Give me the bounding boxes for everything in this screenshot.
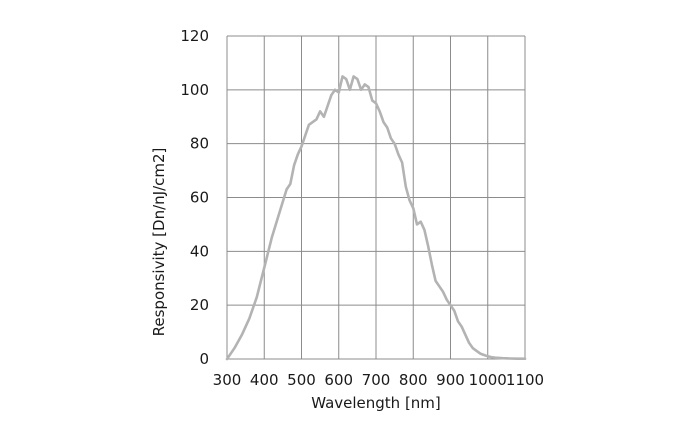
x-tick-label: 600	[324, 371, 353, 389]
y-tick-label: 120	[180, 27, 209, 45]
x-tick-label: 400	[250, 371, 279, 389]
y-axis-label: Responsivity [Dn/nJ/cm2]	[150, 148, 168, 337]
x-tick-label: 1000	[469, 371, 507, 389]
y-tick-label: 60	[190, 189, 209, 207]
y-tick-label: 20	[190, 296, 209, 314]
x-tick-label: 300	[213, 371, 242, 389]
y-tick-label: 80	[190, 135, 209, 153]
x-tick-labels: 300 400 500 600 700 800 900 1000 1100	[213, 371, 544, 389]
grid	[226, 35, 526, 360]
y-tick-labels: 0 20 40 60 80 100 120	[180, 27, 209, 368]
x-tick-label: 1100	[506, 371, 544, 389]
x-axis-label: Wavelength [nm]	[311, 394, 441, 412]
y-tick-label: 100	[180, 81, 209, 99]
x-tick-label: 500	[287, 371, 316, 389]
x-tick-label: 800	[399, 371, 428, 389]
x-tick-label: 900	[436, 371, 465, 389]
responsivity-curve	[225, 75, 527, 361]
x-tick-label: 700	[362, 371, 391, 389]
y-tick-label: 0	[199, 350, 209, 368]
y-tick-label: 40	[190, 242, 209, 260]
